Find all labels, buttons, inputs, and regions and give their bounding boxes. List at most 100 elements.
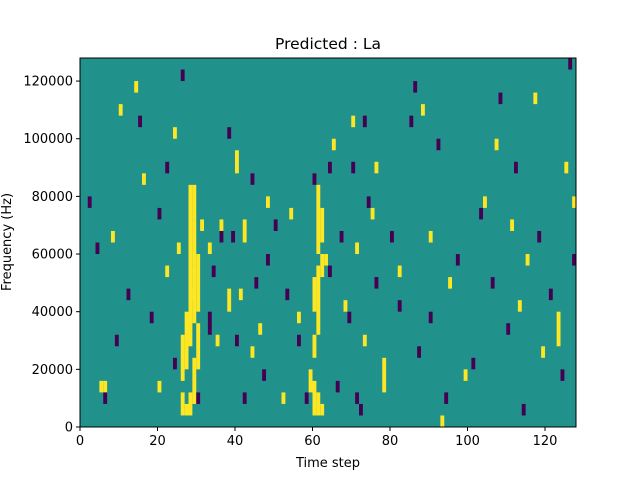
heatmap-cell bbox=[273, 219, 278, 231]
heatmap-cell bbox=[335, 380, 340, 393]
heatmap-cell bbox=[250, 346, 255, 358]
x-tick-label: 0 bbox=[76, 434, 84, 449]
y-tick-label: 20000 bbox=[32, 363, 73, 378]
heatmap-cell bbox=[242, 392, 247, 404]
x-tick-label: 120 bbox=[533, 434, 558, 449]
heatmap-cell bbox=[103, 392, 108, 404]
y-tick-label: 0 bbox=[65, 421, 73, 436]
heatmap-cell bbox=[227, 288, 232, 312]
heatmap-cell bbox=[320, 207, 325, 243]
heatmap-cell bbox=[165, 265, 170, 278]
x-axis-label: Time step bbox=[295, 456, 360, 471]
heatmap-cell bbox=[134, 81, 139, 93]
heatmap-cell bbox=[142, 173, 146, 185]
heatmap-cell bbox=[157, 380, 162, 393]
heatmap-cell bbox=[196, 254, 201, 312]
heatmap-cell bbox=[192, 357, 197, 404]
heatmap-cell bbox=[192, 184, 197, 220]
heatmap-cell bbox=[359, 403, 363, 416]
heatmap-cell bbox=[180, 392, 185, 416]
heatmap-cell bbox=[490, 277, 495, 289]
heatmap-cell bbox=[188, 242, 193, 301]
heatmap-cell bbox=[541, 346, 546, 358]
heatmap-cell bbox=[180, 69, 185, 82]
heatmap-cell bbox=[196, 392, 201, 404]
heatmap-cell bbox=[320, 403, 325, 416]
heatmap-cell bbox=[347, 311, 352, 324]
heatmap-cell bbox=[266, 196, 270, 208]
heatmap-cell bbox=[366, 196, 371, 208]
plot-area bbox=[79, 57, 577, 428]
heatmap-cell bbox=[227, 127, 232, 139]
chart-title: Predicted : La bbox=[275, 35, 381, 53]
heatmap-cell bbox=[471, 357, 476, 370]
heatmap-cell bbox=[564, 161, 569, 174]
heatmap-cell bbox=[231, 230, 236, 243]
heatmap-cell bbox=[165, 161, 170, 174]
heatmap-cell bbox=[351, 115, 356, 128]
y-tick-label: 100000 bbox=[23, 132, 73, 147]
heatmap-cell bbox=[382, 357, 387, 393]
heatmap-cell bbox=[370, 207, 375, 220]
y-tick-label: 40000 bbox=[32, 305, 73, 320]
heatmap-cell bbox=[525, 254, 530, 266]
heatmap-cell bbox=[238, 288, 243, 301]
heatmap-cell bbox=[331, 138, 336, 151]
heatmap-cell bbox=[196, 323, 201, 370]
x-axis: 0 20 40 60 80 100 120 bbox=[76, 427, 558, 449]
heatmap-cell bbox=[200, 219, 205, 231]
heatmap-cell bbox=[207, 242, 212, 255]
heatmap-cell bbox=[320, 254, 325, 278]
heatmap-cell bbox=[219, 230, 224, 243]
heatmap-cell bbox=[413, 81, 418, 93]
heatmap-cell bbox=[316, 392, 321, 416]
heatmap-cell bbox=[103, 380, 108, 393]
heatmap-cell bbox=[111, 230, 115, 243]
heatmap-cell bbox=[312, 173, 317, 185]
heatmap-cell bbox=[138, 115, 143, 128]
heatmap-cell bbox=[463, 369, 468, 381]
heatmap-cell bbox=[176, 242, 181, 255]
heatmap-cell bbox=[428, 230, 433, 243]
heatmap-cell bbox=[99, 380, 104, 393]
heatmap-cell bbox=[494, 138, 499, 151]
heatmap-cell bbox=[351, 161, 356, 174]
heatmap-cell bbox=[192, 219, 197, 266]
heatmap-cell bbox=[250, 173, 255, 185]
heatmap-cell bbox=[374, 161, 379, 174]
heatmap-cell bbox=[448, 277, 453, 289]
heatmap-cell bbox=[211, 265, 216, 278]
heatmap-cell bbox=[428, 311, 433, 324]
heatmap-cell bbox=[316, 184, 321, 255]
heatmap-cell bbox=[188, 184, 193, 243]
y-axis: 0 20000 40000 60000 80000 100000 120000 bbox=[23, 75, 80, 436]
x-tick-label: 60 bbox=[304, 434, 321, 449]
heatmap-cell bbox=[184, 311, 189, 370]
heatmap-cell bbox=[362, 334, 367, 347]
heatmap-cell bbox=[328, 161, 332, 174]
heatmap-cell bbox=[440, 415, 445, 427]
plot-frame bbox=[79, 57, 577, 428]
heatmap-cell bbox=[180, 334, 185, 381]
heatmap-cell bbox=[572, 196, 577, 208]
heatmap-cell bbox=[126, 288, 131, 301]
y-tick-label: 80000 bbox=[32, 190, 73, 205]
heatmap-cells bbox=[87, 58, 577, 427]
heatmap-cell bbox=[188, 392, 193, 416]
y-axis-label: Frequency (Hz) bbox=[0, 193, 15, 291]
heatmap-cell bbox=[362, 115, 367, 128]
heatmap-cell bbox=[483, 196, 487, 208]
heatmap-cell bbox=[506, 323, 511, 335]
heatmap-cell bbox=[517, 300, 522, 312]
heatmap-cell bbox=[421, 104, 425, 116]
heatmap-cell bbox=[289, 207, 294, 220]
heatmap-cell bbox=[537, 230, 542, 243]
heatmap-cell bbox=[514, 161, 518, 174]
heatmap-cell bbox=[188, 288, 193, 347]
heatmap-cell bbox=[455, 254, 460, 266]
heatmap-cell bbox=[87, 196, 92, 208]
heatmap-cell bbox=[390, 230, 394, 243]
heatmap-cell bbox=[297, 311, 301, 324]
heatmap-cell bbox=[397, 265, 402, 278]
